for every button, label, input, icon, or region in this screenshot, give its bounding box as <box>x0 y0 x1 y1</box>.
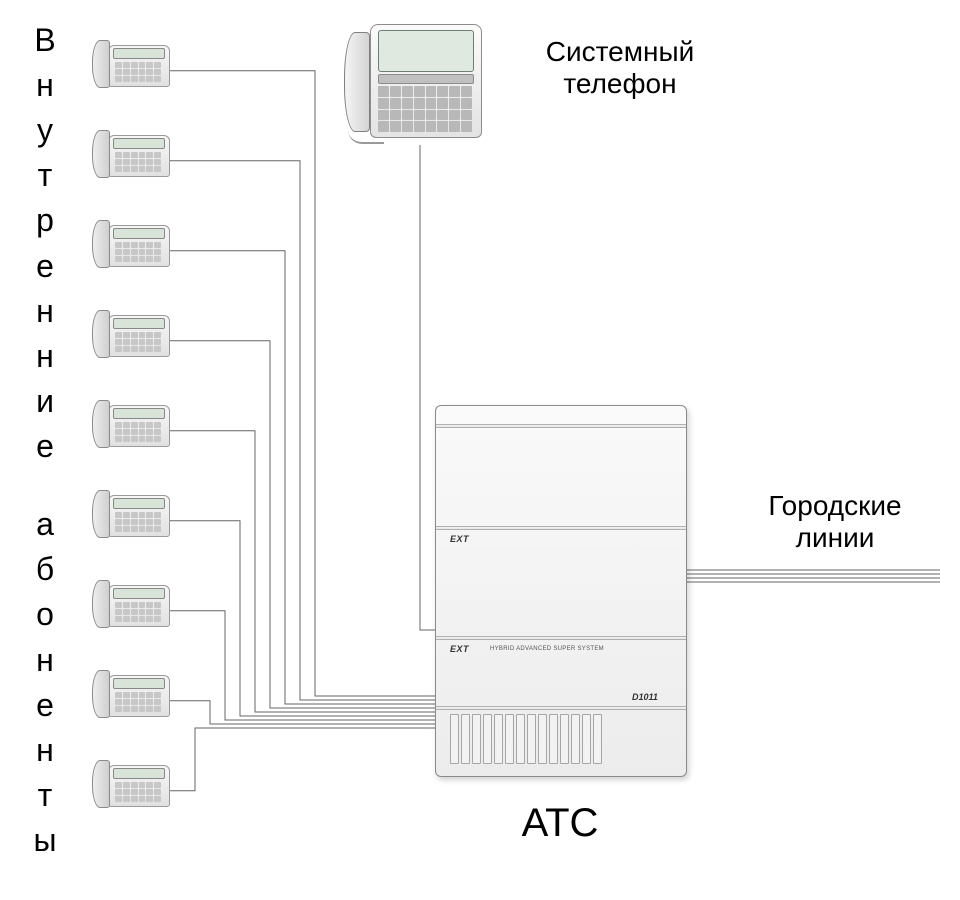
analog-phone-icon <box>80 755 170 810</box>
analog-phone-icon <box>80 665 170 720</box>
city-lines-label: Городскиелинии <box>730 490 940 554</box>
analog-phone-icon <box>80 35 170 90</box>
analog-phone-icon <box>80 215 170 270</box>
pbx-topology-diagram: Внутренниеабоненты Системныйтелефон EXTE… <box>0 0 960 900</box>
pbx-label: АТС <box>510 800 610 846</box>
analog-phone-icon <box>80 485 170 540</box>
system-phone-icon <box>330 24 480 144</box>
pbx-cabinet-icon: EXTEXTHYBRID ADVANCED SUPER SYSTEMD1011 <box>435 405 687 777</box>
system-phone-label: Системныйтелефон <box>510 36 730 100</box>
internal-subscribers-vertical-label: Внутренниеабоненты <box>32 20 58 860</box>
analog-phone-icon <box>80 305 170 360</box>
analog-phone-icon <box>80 575 170 630</box>
analog-phone-icon <box>80 395 170 450</box>
analog-phone-icon <box>80 125 170 180</box>
